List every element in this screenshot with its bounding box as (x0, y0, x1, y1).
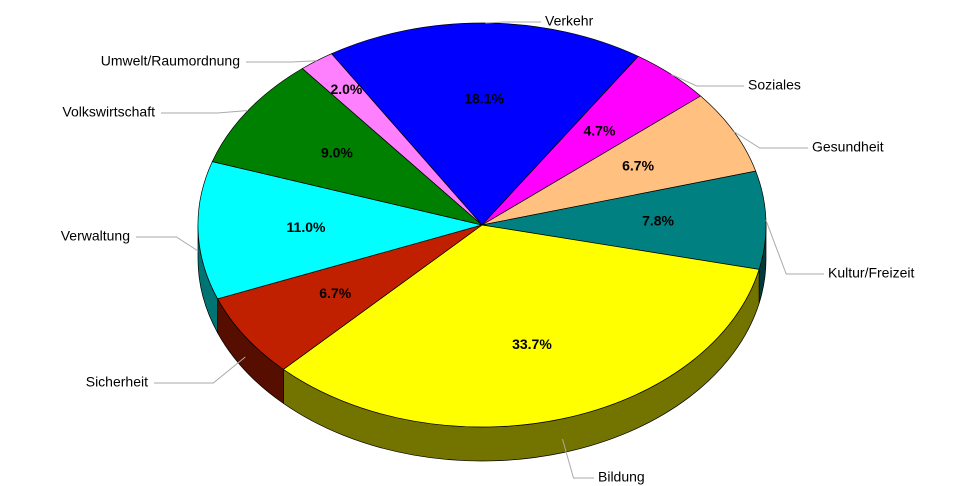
leader-line (671, 74, 744, 87)
category-label: Verkehr (545, 13, 594, 29)
slice (301, 53, 483, 226)
slice (211, 68, 483, 226)
slice (481, 95, 757, 226)
leader-line (154, 356, 246, 384)
slice (282, 224, 760, 428)
category-label: Soziales (748, 77, 801, 93)
leader-line (161, 110, 249, 114)
slice (197, 161, 483, 300)
slice (330, 22, 639, 226)
category-label: Verwaltung (61, 228, 130, 244)
value-label: 6.7% (319, 285, 351, 301)
value-label: 18.1% (464, 90, 504, 106)
leader-line (562, 438, 594, 479)
leader-line (246, 60, 317, 63)
leader-line (765, 219, 824, 275)
leader-line (136, 236, 199, 252)
category-label: Volkswirtschaft (62, 104, 155, 120)
value-label: 33.7% (512, 336, 552, 352)
slice (217, 224, 483, 370)
leader-line (485, 21, 541, 24)
value-label: 2.0% (330, 81, 362, 97)
category-label: Kultur/Freizeit (828, 265, 914, 281)
category-label: Sicherheit (86, 374, 148, 390)
value-label: 4.7% (583, 122, 615, 138)
category-label: Umwelt/Raumordnung (101, 53, 240, 69)
category-label: Bildung (598, 469, 645, 485)
value-label: 7.8% (642, 213, 674, 229)
value-label: 9.0% (321, 145, 353, 161)
value-label: 6.7% (622, 158, 654, 174)
leader-line (733, 131, 808, 149)
value-label: 11.0% (287, 219, 326, 235)
category-label: Gesundheit (812, 139, 884, 155)
